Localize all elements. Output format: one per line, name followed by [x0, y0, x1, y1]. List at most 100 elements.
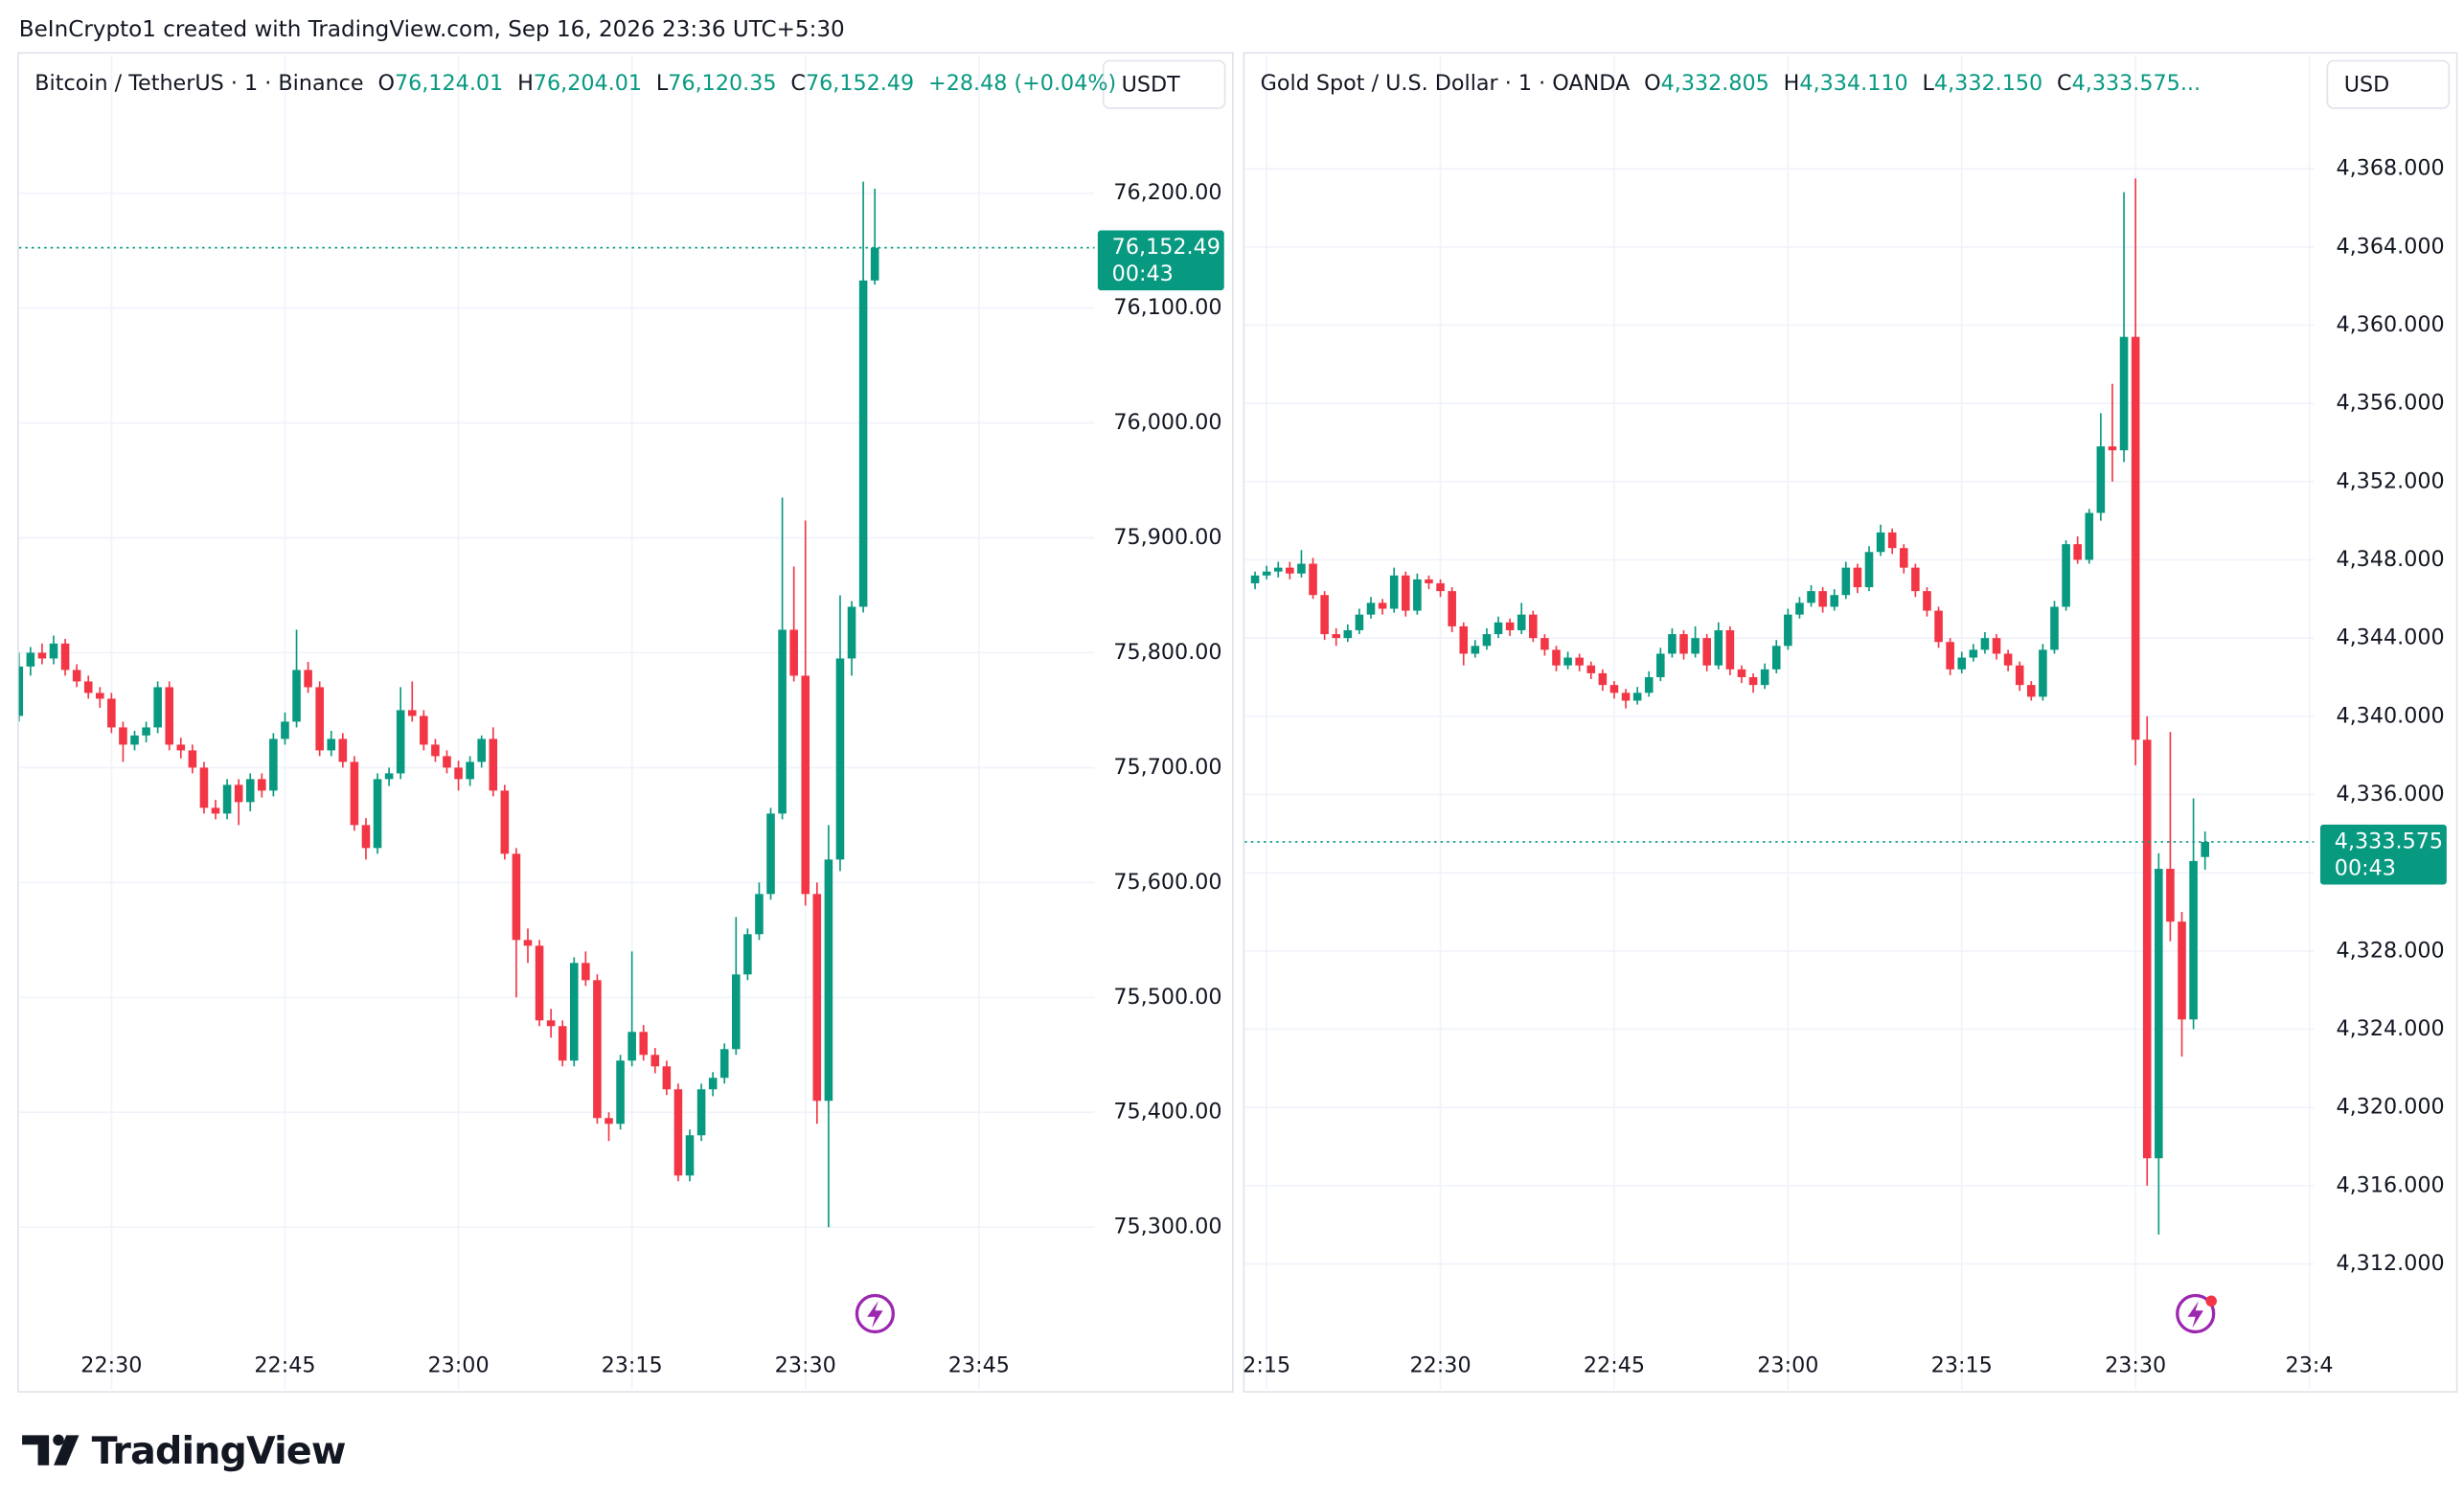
candle-body [1355, 614, 1364, 630]
candle-body [1887, 532, 1897, 549]
candle-body [2003, 653, 2013, 666]
candle-body [569, 963, 579, 1061]
candle-body [1471, 646, 1480, 654]
candle-body [1980, 638, 1990, 650]
candle-body [708, 1078, 718, 1090]
candle-body [732, 974, 741, 1050]
candle-body [1309, 563, 1317, 596]
y-tick-label: 75,300.00 [1113, 1215, 1221, 1239]
candle-body [2050, 606, 2059, 650]
candle-body [870, 247, 879, 281]
candle-body [1760, 669, 1769, 686]
candle-body [1784, 614, 1792, 647]
y-tick-label: 4,328.000 [2336, 938, 2444, 963]
candle-body [1529, 614, 1538, 639]
legend-value: 4,334.110 [1799, 71, 1907, 96]
alert-icon[interactable] [2176, 1293, 2217, 1334]
candle-body [1899, 548, 1908, 568]
legend-key: O [377, 71, 395, 96]
candle-body [789, 629, 798, 676]
attribution: BeInCrypto1 created with TradingView.com… [19, 17, 845, 42]
candle-body [858, 280, 868, 607]
candle-body [338, 739, 348, 762]
y-tick-label: 4,348.000 [2336, 547, 2444, 572]
candle-body [1448, 591, 1456, 626]
candle-body [2201, 841, 2209, 857]
candle-body [801, 675, 810, 895]
symbol-title: Gold Spot / U.S. Dollar · 1 · OANDA [1261, 71, 1631, 96]
candle-body [2189, 860, 2198, 1020]
candle-body [1297, 563, 1306, 574]
candle-body [142, 727, 150, 736]
legend-key: O [1644, 71, 1661, 96]
legend-value: 76,120.35 [668, 71, 776, 96]
candle-body [222, 784, 232, 814]
candle-body [1795, 602, 1804, 615]
candle-body [778, 629, 787, 814]
candle-body [60, 643, 70, 670]
candle-body [2142, 739, 2152, 1159]
plot-area [18, 55, 1095, 1390]
candle-body [1552, 649, 1561, 666]
candle-body [2178, 921, 2186, 1020]
legend-value: 76,124.01 [395, 71, 503, 96]
candle-body [373, 779, 382, 849]
x-tick-label: 22:45 [1584, 1352, 1645, 1377]
candle-body [523, 940, 533, 946]
candle-body [835, 658, 845, 860]
last-price-box [1097, 230, 1224, 291]
y-tick-label: 4,336.000 [2336, 782, 2444, 807]
candle-body [327, 739, 336, 751]
currency-button[interactable] [2326, 59, 2451, 109]
legend: Bitcoin / TetherUS · 1 · Binance O76,124.… [34, 71, 1116, 96]
x-tick-label: 23:15 [1931, 1352, 1993, 1377]
candle-body [211, 807, 220, 814]
candle-body [1586, 665, 1596, 673]
candle-body [512, 853, 521, 941]
currency-label: USDT [1122, 73, 1181, 98]
candle-body [1621, 693, 1631, 701]
x-tick-label: 23:00 [427, 1352, 489, 1377]
candle-body [466, 761, 474, 780]
candle-body [1934, 610, 1943, 643]
candle-body [361, 825, 371, 849]
currency-button[interactable] [1102, 59, 1226, 109]
candle-body [304, 670, 312, 688]
candle-body [292, 670, 301, 722]
candle-body [396, 710, 405, 774]
x-tick-label: 23:30 [2105, 1352, 2166, 1377]
candle-body [431, 744, 440, 757]
candle-body [454, 767, 463, 780]
y-tick-label: 4,320.000 [2336, 1095, 2444, 1120]
y-tick-label: 75,800.00 [1113, 640, 1221, 665]
candle-body [165, 687, 174, 745]
alert-icon[interactable] [855, 1293, 895, 1334]
candle-body [639, 1032, 649, 1056]
candle-body [1401, 575, 1410, 611]
candle-body [662, 1066, 672, 1090]
candle-body [1250, 575, 1260, 583]
candle-body [1957, 657, 1967, 670]
candle-body [558, 1026, 567, 1061]
x-tick-label: 23:4 [2286, 1352, 2334, 1377]
candle-body [489, 739, 498, 791]
candle-body [1563, 657, 1572, 666]
candle-body [130, 735, 139, 745]
candle-body [696, 1089, 706, 1136]
candle-body [766, 813, 775, 895]
candle-body [627, 1032, 636, 1061]
candle-body [407, 710, 417, 716]
candle-body [1517, 614, 1526, 630]
candle-body [1505, 622, 1515, 630]
x-tick-label: 23:00 [1757, 1352, 1818, 1377]
y-tick-label: 4,324.000 [2336, 1016, 2444, 1041]
candle-body [593, 980, 602, 1119]
candle-body [1702, 638, 1711, 666]
candle-body [477, 739, 486, 762]
candle-body [245, 779, 255, 803]
candle-body [281, 721, 289, 739]
candle-body [2085, 512, 2094, 560]
candle-body [1575, 657, 1584, 666]
candle-body [1807, 591, 1815, 603]
